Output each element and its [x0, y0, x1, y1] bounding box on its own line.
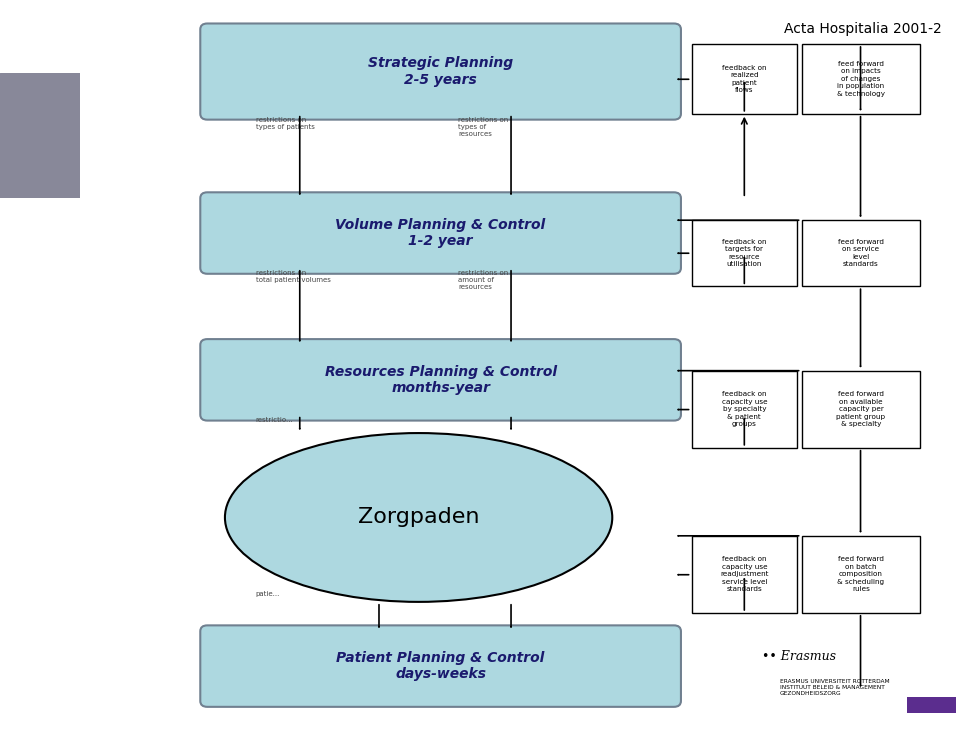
Text: pag 33-51: pag 33-51 [828, 73, 899, 87]
Text: feed forward
on available
capacity per
patient group
& specialty: feed forward on available capacity per p… [836, 391, 885, 427]
FancyBboxPatch shape [201, 192, 681, 274]
Bar [802, 44, 921, 114]
Bar [907, 697, 955, 713]
Text: Acta Hospitalia 2001-2: Acta Hospitalia 2001-2 [784, 22, 942, 36]
Bar [802, 536, 921, 613]
Text: ERASMUS UNIVERSITEIT ROTTERDAM
INSTITUUT BELEID & MANAGEMENT
GEZONDHEIDSZORG: ERASMUS UNIVERSITEIT ROTTERDAM INSTITUUT… [780, 679, 889, 696]
Ellipse shape [225, 433, 612, 602]
Text: patie...: patie... [255, 591, 280, 597]
Text: Patient Planning & Control
days-weeks: Patient Planning & Control days-weeks [336, 651, 544, 681]
Text: feed forward
on batch
composition
& scheduling
rules: feed forward on batch composition & sche… [837, 556, 884, 592]
Bar [691, 536, 797, 613]
Text: Strategic Planning
2-5 years: Strategic Planning 2-5 years [368, 57, 514, 87]
Text: feedback on
capacity use
readjustment
service level
standards: feedback on capacity use readjustment se… [720, 556, 769, 592]
Text: restrictio...: restrictio... [255, 417, 294, 423]
Bar [691, 371, 797, 448]
Text: Volume Planning & Control
1-2 year: Volume Planning & Control 1-2 year [335, 218, 545, 248]
Text: feedback on
capacity use
by specialty
& patient
groups: feedback on capacity use by specialty & … [722, 391, 767, 427]
Bar [802, 220, 921, 286]
Text: restrictions on
types of
resources: restrictions on types of resources [458, 117, 509, 137]
Text: feedback on
targets for
resource
utilisation: feedback on targets for resource utilisa… [722, 239, 767, 267]
Text: feedback on
realized
patient
flows: feedback on realized patient flows [722, 65, 767, 93]
Text: restrictions on
total patient volumes: restrictions on total patient volumes [255, 270, 330, 283]
FancyBboxPatch shape [201, 23, 681, 120]
Text: restrictions on
amount of
resources: restrictions on amount of resources [458, 270, 509, 290]
Text: feed forward
on service
level
standards: feed forward on service level standards [838, 239, 884, 267]
Text: Resources Planning & Control
months-year: Resources Planning & Control months-year [324, 365, 557, 395]
Text: Zorgpaden: Zorgpaden [358, 507, 479, 528]
Text: restrictions on
types of patients: restrictions on types of patients [255, 117, 315, 131]
FancyBboxPatch shape [201, 339, 681, 421]
Bar [802, 371, 921, 448]
FancyBboxPatch shape [201, 625, 681, 707]
Bar [691, 44, 797, 114]
Bar [691, 220, 797, 286]
Text: feed forward
on impacts
of changes
in population
& technology: feed forward on impacts of changes in po… [837, 61, 885, 97]
Text: instituut Beleid & Management Gezondheidszorg: instituut Beleid & Management Gezondheid… [36, 366, 44, 589]
Text: •• Erasmus: •• Erasmus [762, 650, 836, 664]
